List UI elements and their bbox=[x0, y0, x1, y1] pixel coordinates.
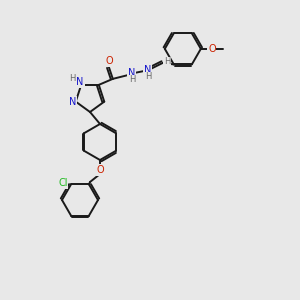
Text: H: H bbox=[164, 57, 170, 66]
Text: H: H bbox=[69, 74, 75, 83]
Text: O: O bbox=[208, 44, 216, 54]
Text: N: N bbox=[144, 65, 152, 75]
Text: O: O bbox=[96, 165, 104, 175]
Text: N: N bbox=[69, 97, 76, 106]
Text: O: O bbox=[105, 56, 112, 66]
Text: N: N bbox=[128, 68, 136, 78]
Text: Cl: Cl bbox=[58, 178, 68, 188]
Text: H: H bbox=[145, 72, 151, 81]
Text: N: N bbox=[76, 77, 84, 87]
Text: H: H bbox=[129, 75, 135, 84]
